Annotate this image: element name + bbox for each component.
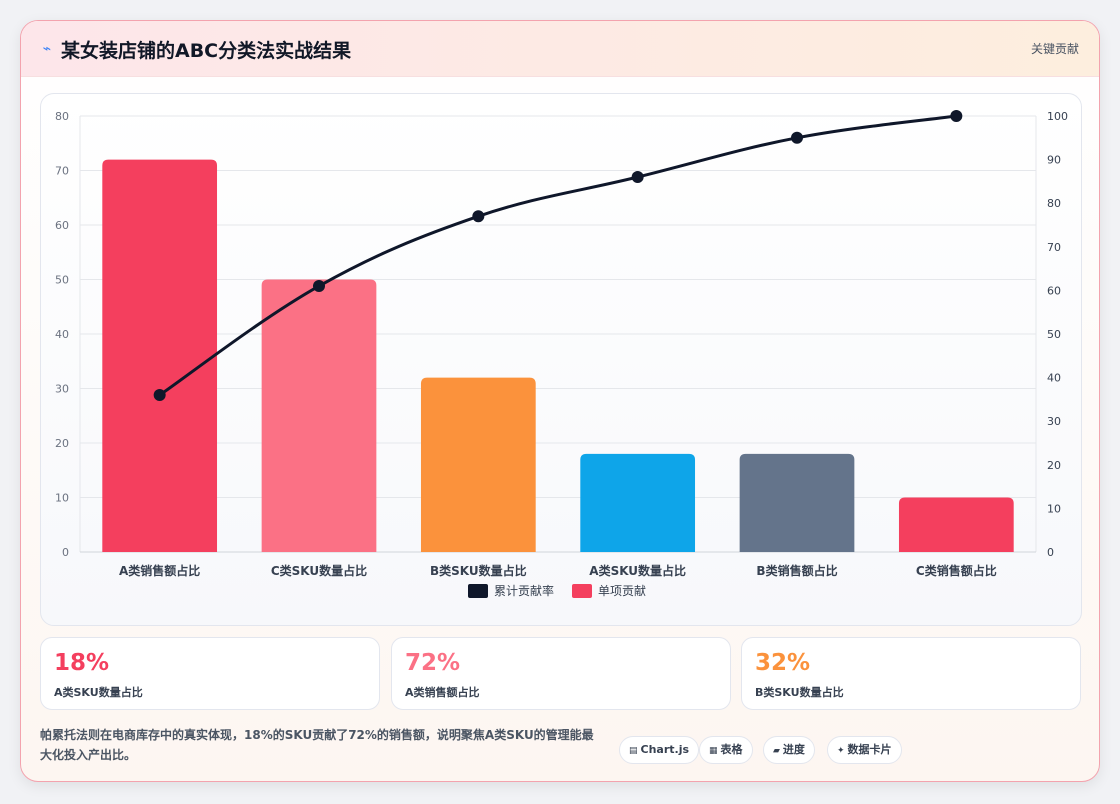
y-left-tick-label: 30 <box>55 383 69 396</box>
lightning-icon: ⌁ <box>42 41 52 57</box>
chart-icon: ▤ <box>629 746 638 756</box>
bar <box>898 497 1014 552</box>
chip-label: 数据卡片 <box>847 743 892 756</box>
chip-progress[interactable]: ▰ 进度 <box>763 736 815 764</box>
progress-icon: ▰ <box>773 746 780 756</box>
card-header: ⌁ 某女装店铺的ABC分类法实战结果 关键贡献 <box>21 21 1099 77</box>
y-left-tick-label: 60 <box>55 219 69 232</box>
legend-swatch <box>572 584 592 598</box>
stat-card-a-sales: 72% A类销售额占比 <box>391 637 731 710</box>
x-tick-label: C类销售额占比 <box>916 563 997 578</box>
bar <box>580 453 696 552</box>
chip-label: 进度 <box>782 743 805 756</box>
stat-card-a-sku: 18% A类SKU数量占比 <box>40 637 380 710</box>
bar <box>420 377 536 552</box>
stat-label: A类销售额占比 <box>405 686 480 699</box>
y-left-tick-label: 10 <box>55 492 69 505</box>
chart-panel: 0 10 20 30 40 50 60 70 80 0 10 20 30 40 50 60 70 80 90 100 A… <box>40 93 1082 626</box>
y-right-tick-label: 90 <box>1047 154 1061 167</box>
x-tick-label: B类销售额占比 <box>756 563 837 578</box>
x-tick-label: A类SKU数量占比 <box>589 563 686 578</box>
description-text: 帕累托法则在电商库存中的真实体现，18%的SKU贡献了72%的销售额，说明聚焦A… <box>40 728 594 762</box>
x-tick-label: B类SKU数量占比 <box>430 563 527 578</box>
chip-label: Chart.js <box>640 743 690 756</box>
line-point <box>472 210 485 223</box>
y-left-tick-label: 40 <box>55 328 69 341</box>
stat-label: B类SKU数量占比 <box>755 686 844 699</box>
header-tag: 关键贡献 <box>1030 42 1079 56</box>
stat-value: 18% <box>54 650 110 676</box>
line-point <box>153 389 166 402</box>
y-left-tick-label: 70 <box>55 165 69 178</box>
y-right-tick-label: 70 <box>1047 241 1061 254</box>
x-tick-label: C类SKU数量占比 <box>271 563 367 578</box>
y-right-tick-label: 40 <box>1047 372 1061 385</box>
y-right-tick-label: 10 <box>1047 502 1061 515</box>
chip-data-card[interactable]: ✦ 数据卡片 <box>827 736 902 764</box>
y-right-tick-label: 50 <box>1047 328 1061 341</box>
y-left-tick-label: 50 <box>55 274 69 287</box>
pareto-chart: 0 10 20 30 40 50 60 70 80 0 10 20 30 40 50 60 70 80 90 100 A… <box>55 110 1068 598</box>
bar <box>739 453 855 552</box>
line-point <box>313 280 325 293</box>
line-point <box>950 110 963 122</box>
stat-value: 72% <box>405 650 461 676</box>
legend-label: 累计贡献率 <box>494 583 554 598</box>
chip-table[interactable]: ▦ 表格 <box>699 736 753 764</box>
page-title: 某女装店铺的ABC分类法实战结果 <box>61 40 352 62</box>
y-right-tick-label: 80 <box>1047 197 1061 210</box>
bar <box>261 279 377 552</box>
legend-swatch <box>468 584 488 598</box>
legend-label: 单项贡献 <box>598 583 646 598</box>
line-point <box>791 131 803 144</box>
y-left-tick-label: 20 <box>55 437 69 450</box>
line-point <box>631 171 644 184</box>
chip-label: 表格 <box>720 743 743 756</box>
stat-card-b-sku: 32% B类SKU数量占比 <box>741 637 1081 710</box>
stat-label: A类SKU数量占比 <box>54 686 143 699</box>
y-right-tick-label: 60 <box>1047 284 1061 297</box>
y-right-tick-label: 100 <box>1047 110 1068 123</box>
chip-chartjs[interactable]: ▤ Chart.js <box>619 736 700 764</box>
cumulative-line <box>158 114 957 397</box>
y-right-tick-label: 30 <box>1047 415 1061 428</box>
y-right-tick-label: 0 <box>1047 546 1054 559</box>
y-left-tick-label: 0 <box>62 546 69 559</box>
chart-card: ⌁ 某女装店铺的ABC分类法实战结果 关键贡献 0 10 20 30 40 50 60 70 8… <box>20 20 1100 782</box>
data-card-icon: ✦ <box>837 746 845 756</box>
y-left-tick-label: 80 <box>55 110 69 123</box>
x-tick-label: A类销售额占比 <box>119 563 200 578</box>
y-right-tick-label: 20 <box>1047 459 1061 472</box>
bar <box>102 159 218 552</box>
table-icon: ▦ <box>709 746 718 756</box>
stat-value: 32% <box>755 650 811 676</box>
